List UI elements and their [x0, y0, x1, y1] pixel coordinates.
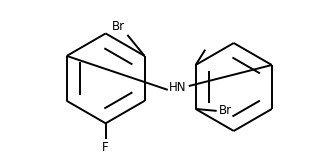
Text: Br: Br — [112, 20, 126, 33]
Text: F: F — [102, 141, 109, 153]
Text: HN: HN — [169, 81, 186, 94]
Text: Br: Br — [219, 104, 232, 117]
